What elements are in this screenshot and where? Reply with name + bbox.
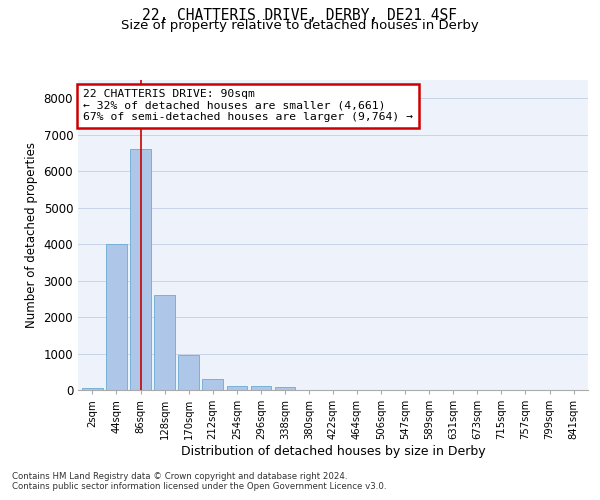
Bar — [275, 387, 295, 390]
Bar — [251, 386, 271, 390]
Text: Size of property relative to detached houses in Derby: Size of property relative to detached ho… — [121, 19, 479, 32]
X-axis label: Distribution of detached houses by size in Derby: Distribution of detached houses by size … — [181, 445, 485, 458]
Bar — [154, 295, 175, 390]
Y-axis label: Number of detached properties: Number of detached properties — [25, 142, 38, 328]
Bar — [202, 379, 223, 390]
Bar — [82, 388, 103, 390]
Bar — [130, 150, 151, 390]
Text: Contains public sector information licensed under the Open Government Licence v3: Contains public sector information licen… — [12, 482, 386, 491]
Bar — [106, 244, 127, 390]
Bar — [227, 386, 247, 390]
Text: Contains HM Land Registry data © Crown copyright and database right 2024.: Contains HM Land Registry data © Crown c… — [12, 472, 347, 481]
Bar — [178, 356, 199, 390]
Text: 22, CHATTERIS DRIVE, DERBY, DE21 4SF: 22, CHATTERIS DRIVE, DERBY, DE21 4SF — [143, 8, 458, 22]
Text: 22 CHATTERIS DRIVE: 90sqm
← 32% of detached houses are smaller (4,661)
67% of se: 22 CHATTERIS DRIVE: 90sqm ← 32% of detac… — [83, 90, 413, 122]
